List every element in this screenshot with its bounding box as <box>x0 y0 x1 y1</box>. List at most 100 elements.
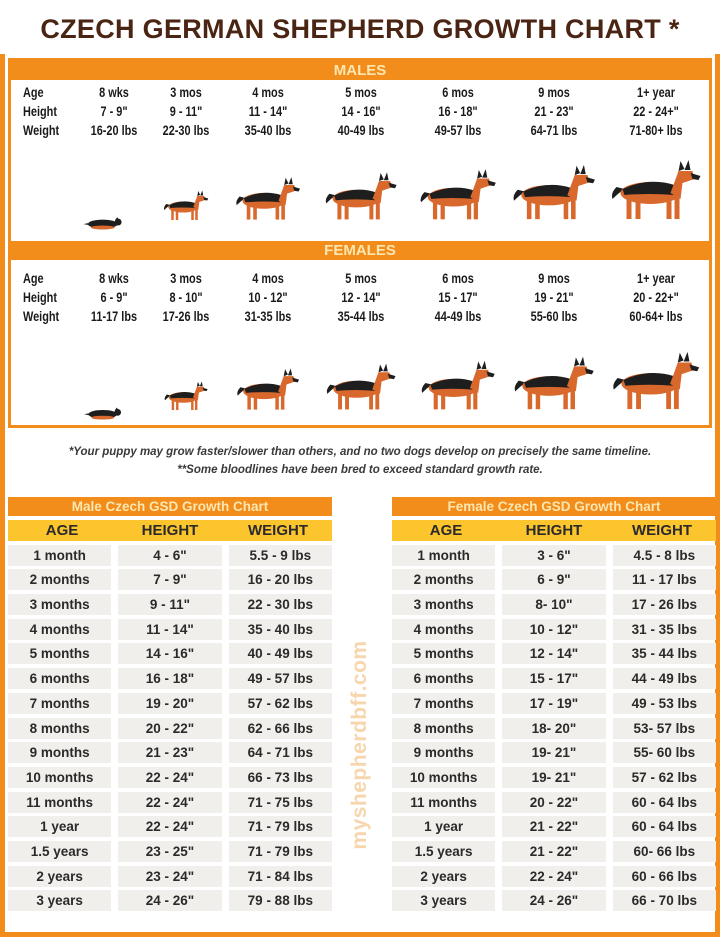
table-cell: 31 - 35 lbs <box>612 618 716 640</box>
page-frame <box>0 54 720 937</box>
table-cell: 60 - 66 lbs <box>612 865 716 887</box>
males-column: 5 mos 14 - 16" 40-49 lbs <box>318 83 404 140</box>
females-height: 12 - 14" <box>341 289 381 305</box>
dog-icon <box>325 172 397 220</box>
table-cell: 60- 66 lbs <box>612 840 716 862</box>
table-row: 10 months 22 - 24" 66 - 73 lbs <box>8 766 332 788</box>
male-growth-table: Male Czech GSD Growth Chart AGE HEIGHT WEI… <box>8 497 332 912</box>
table-row: 2 months 7 - 9" 16 - 20 lbs <box>8 569 332 591</box>
table-row: 1 month 3 - 6" 4.5 - 8 lbs <box>392 544 716 566</box>
table-cell: 16 - 20 lbs <box>228 569 332 591</box>
column-header: AGE <box>429 522 463 539</box>
males-weight: 49-57 lbs <box>434 122 482 138</box>
table-cell: 1.5 years <box>392 840 496 862</box>
table-cell: 10 months <box>8 766 112 788</box>
table-cell: 3 months <box>8 594 112 616</box>
table-cell: 6 months <box>392 668 496 690</box>
table-cell: 2 months <box>392 569 496 591</box>
table-cell: 1 year <box>392 816 496 838</box>
table-cell: 21 - 22" <box>502 816 606 838</box>
table-row: 1.5 years 21 - 22" 60- 66 lbs <box>392 840 716 862</box>
table-row: 8 months 20 - 22" 62 - 66 lbs <box>8 717 332 739</box>
table-cell: 21 - 22" <box>502 840 606 862</box>
females-height: 8 - 10" <box>169 289 203 305</box>
table-cell: 11 - 17 lbs <box>612 569 716 591</box>
column-header: WEIGHT <box>632 522 692 539</box>
table-cell: 4 - 6" <box>118 544 222 566</box>
table-cell: 66 - 70 lbs <box>612 890 716 912</box>
table-cell: 53- 57 lbs <box>612 717 716 739</box>
males-height: 22 - 24+" <box>633 103 679 119</box>
table-cell: 71 - 84 lbs <box>228 865 332 887</box>
males-band: MALES <box>11 61 709 80</box>
table-row: 10 months 19- 21" 57 - 62 lbs <box>392 766 716 788</box>
page-title: CZECH GERMAN SHEPHERD GROWTH CHART * <box>40 14 680 44</box>
males-weight: 71-80+ lbs <box>629 122 683 138</box>
table-row: 3 months 9 - 11" 22 - 30 lbs <box>8 594 332 616</box>
males-age: 1+ year <box>637 84 675 100</box>
table-cell: 8 months <box>8 717 112 739</box>
column-header: AGE <box>45 522 79 539</box>
table-row: 4 months 10 - 12" 31 - 35 lbs <box>392 618 716 640</box>
males-height: 11 - 14" <box>248 103 288 119</box>
males-age: 3 mos <box>170 84 202 100</box>
males-age: 8 wks <box>99 84 129 100</box>
table-row: 2 months 6 - 9" 11 - 17 lbs <box>392 569 716 591</box>
females-column: 1+ year 20 - 22+" 60-64+ lbs <box>613 269 699 326</box>
table-cell: 9 - 11" <box>118 594 222 616</box>
table-cell: 7 months <box>8 692 112 714</box>
table-cell: 71 - 75 lbs <box>228 791 332 813</box>
females-band: FEMALES <box>11 241 709 260</box>
table-row: 7 months 19 - 20" 57 - 62 lbs <box>8 692 332 714</box>
table-cell: 19 - 20" <box>118 692 222 714</box>
table-row: 2 years 23 - 24" 71 - 84 lbs <box>8 865 332 887</box>
table-cell: 71 - 79 lbs <box>228 840 332 862</box>
table-cell: 11 months <box>8 791 112 813</box>
table-cell: 22 - 24" <box>502 865 606 887</box>
males-row-labels: Age Height Weight <box>23 83 85 140</box>
females-age: 9 mos <box>538 270 570 286</box>
table-cell: 9 months <box>8 742 112 764</box>
row-label: Weight <box>23 308 60 324</box>
column-header: HEIGHT <box>525 522 583 539</box>
table-row: 1 month 4 - 6" 5.5 - 9 lbs <box>8 544 332 566</box>
females-weight: 11-17 lbs <box>90 308 138 324</box>
table-cell: 71 - 79 lbs <box>228 816 332 838</box>
table-cell: 4 months <box>8 618 112 640</box>
females-age: 3 mos <box>170 270 202 286</box>
females-row-labels: Age Height Weight <box>23 269 85 326</box>
table-cell: 15 - 17" <box>502 668 606 690</box>
females-age: 8 wks <box>99 270 129 286</box>
table-cell: 19- 21" <box>502 742 606 764</box>
males-weight: 40-49 lbs <box>337 122 385 138</box>
females-column: 3 mos 8 - 10" 17-26 lbs <box>143 269 229 326</box>
table-cell: 14 - 16" <box>118 643 222 665</box>
row-label: Height <box>23 289 57 305</box>
males-weight: 22-30 lbs <box>162 122 210 138</box>
puppy-icon <box>83 217 122 230</box>
table-row: 1.5 years 23 - 25" 71 - 79 lbs <box>8 840 332 862</box>
table-cell: 49 - 57 lbs <box>228 668 332 690</box>
dog-icon <box>612 160 701 219</box>
males-dog-illustrations <box>83 160 701 230</box>
table-cell: 40 - 49 lbs <box>228 643 332 665</box>
table-cell: 5.5 - 9 lbs <box>228 544 332 566</box>
males-weight: 16-20 lbs <box>90 122 138 138</box>
males-age: 9 mos <box>538 84 570 100</box>
table-cell: 5 months <box>8 643 112 665</box>
table-cell: 66 - 73 lbs <box>228 766 332 788</box>
males-column: 8 wks 7 - 9" 16-20 lbs <box>71 83 157 140</box>
row-label: Height <box>23 103 57 119</box>
row-label: Age <box>23 84 44 100</box>
males-age: 6 mos <box>442 84 474 100</box>
table-cell: 8 months <box>392 717 496 739</box>
females-weight: 55-60 lbs <box>530 308 578 324</box>
females-weight: 35-44 lbs <box>337 308 385 324</box>
females-column: 8 wks 6 - 9" 11-17 lbs <box>71 269 157 326</box>
males-age: 5 mos <box>345 84 377 100</box>
table-cell: 17 - 19" <box>502 692 606 714</box>
column-header: HEIGHT <box>141 522 199 539</box>
females-age: 6 mos <box>442 270 474 286</box>
female-growth-table: Female Czech GSD Growth Chart AGE HEIGHT W… <box>392 497 716 912</box>
table-row: 2 years 22 - 24" 60 - 66 lbs <box>392 865 716 887</box>
